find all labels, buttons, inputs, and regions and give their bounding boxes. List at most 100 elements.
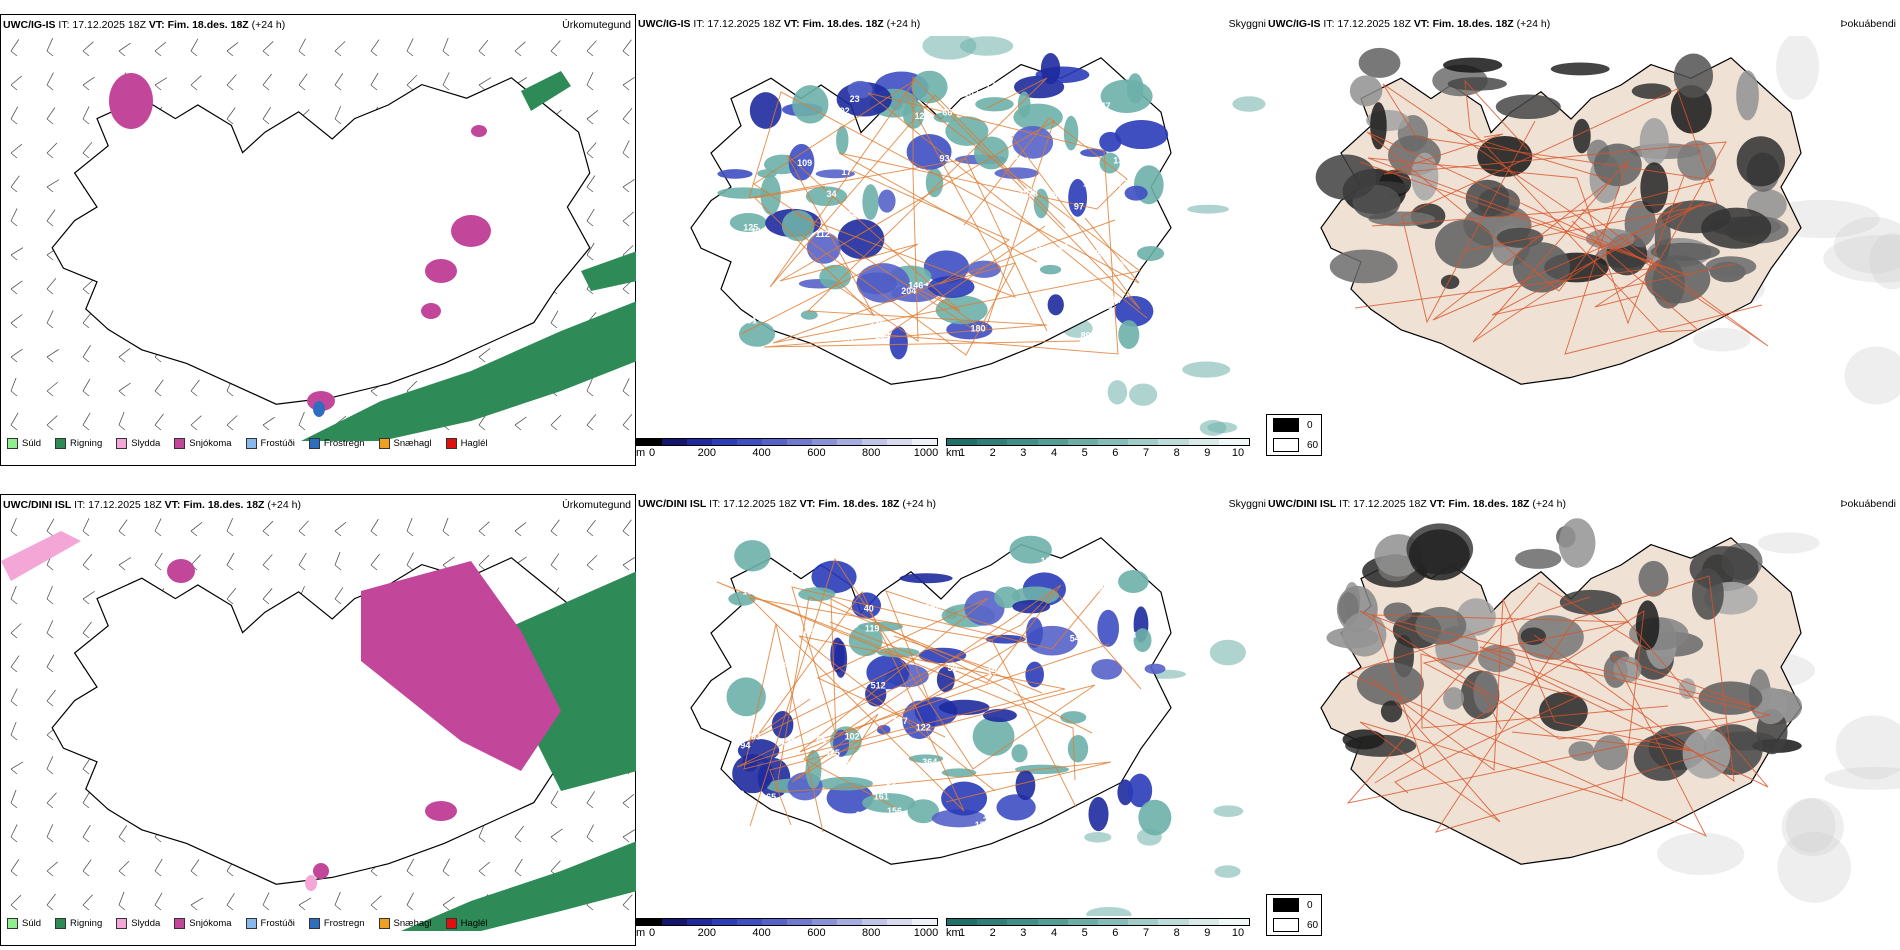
wind-barb xyxy=(46,654,55,673)
visibility-value: 102 xyxy=(964,89,979,99)
road xyxy=(772,91,1142,344)
visibility-patch xyxy=(1011,744,1028,763)
scale-segment xyxy=(977,919,1008,925)
visibility-value: 147 xyxy=(869,320,884,330)
wind-barb xyxy=(46,38,54,57)
fog-patch xyxy=(1558,518,1596,568)
wind-barb xyxy=(298,411,306,431)
wind-barb xyxy=(406,552,414,571)
legend-swatch xyxy=(55,438,67,449)
visibility-patch xyxy=(1091,659,1123,680)
precip-legend: Súld Rigning Slydda Snjókoma Frostúði Frostre… xyxy=(7,918,496,929)
scale-segment xyxy=(687,439,712,445)
wind-barb xyxy=(190,38,199,57)
wind-barb xyxy=(586,519,596,537)
wind-barb xyxy=(154,379,164,397)
road xyxy=(1359,602,1769,788)
panel-title: UWC/IG-IS IT: 17.12.2025 18Z VT: Fim. 18… xyxy=(638,18,921,30)
scale-segment xyxy=(887,919,912,925)
visibility-value: 102 xyxy=(1041,556,1056,566)
wind-barb xyxy=(10,721,18,741)
fog-patch xyxy=(1520,627,1546,646)
visibility-value: 102 xyxy=(845,731,860,741)
wind-barb xyxy=(10,859,20,877)
fog-patch xyxy=(922,36,977,60)
wind-barb xyxy=(586,208,595,227)
fog-patch xyxy=(1182,361,1231,378)
legend-label: Frostúði xyxy=(260,438,295,449)
visibility-value: 158 xyxy=(834,756,849,766)
fog-patch xyxy=(1408,529,1470,581)
road xyxy=(1382,83,1769,347)
road xyxy=(1434,575,1735,833)
fog-cloud xyxy=(1833,216,1900,274)
road xyxy=(1432,129,1736,321)
sleet-area xyxy=(305,875,317,891)
scale-labels: m 0 200 400 600 800 1000 xyxy=(636,926,938,940)
visibility-value: 93 xyxy=(940,154,950,164)
wind-barb xyxy=(514,522,527,537)
visibility-value: 110 xyxy=(877,755,892,765)
visibility-value: 40 xyxy=(883,760,893,770)
wind-barb xyxy=(190,379,200,397)
wind-barb xyxy=(622,211,634,227)
visibility-value: 131 xyxy=(1015,156,1030,166)
wind-barb xyxy=(478,861,491,877)
visibility-patch xyxy=(972,716,1015,757)
visibility-value: 126 xyxy=(781,736,796,746)
wind-barb xyxy=(82,757,92,775)
wind-barb xyxy=(46,415,58,431)
wind-barb xyxy=(550,790,559,809)
scale-segment xyxy=(1218,439,1250,445)
wind-barb xyxy=(10,247,24,261)
visibility-value: 86 xyxy=(810,695,820,705)
wind-barb xyxy=(46,209,56,227)
road xyxy=(1346,582,1771,804)
visibility-value: 127 xyxy=(740,287,755,297)
visibility-value: 95 xyxy=(1141,288,1151,298)
wind-barb xyxy=(46,585,54,605)
fog-patch xyxy=(1447,77,1507,91)
wind-barb xyxy=(46,518,55,537)
legend-item: Snæhagl xyxy=(378,918,432,929)
wind-barb xyxy=(622,178,635,193)
legend-item: Frostúði xyxy=(245,438,295,449)
fog-patch xyxy=(1572,118,1591,154)
scale-unit: m xyxy=(636,447,646,459)
fog-patch xyxy=(1677,140,1717,181)
wind-barb xyxy=(82,894,93,911)
visibility-value: 15 xyxy=(1034,244,1044,254)
visibility-patch xyxy=(1060,711,1087,724)
fog-patch xyxy=(1736,70,1759,121)
legend-label: Frostúði xyxy=(260,918,295,929)
scale-segment xyxy=(837,919,862,925)
fog-patch xyxy=(1568,741,1595,762)
visibility-patch xyxy=(1017,91,1031,118)
legend-swatch xyxy=(378,438,390,449)
precip-panel-row1: UWC/IG-IS IT: 17.12.2025 18Z VT: Fim. 18… xyxy=(0,14,637,466)
visibility-value: 204 xyxy=(901,286,916,296)
scale-tick-label: 600 xyxy=(807,927,826,939)
scale-tick-label: 5 xyxy=(1081,447,1088,459)
scale-tick-label: 0 xyxy=(648,447,656,459)
visibility-value: 66 xyxy=(942,108,952,118)
wind-barb xyxy=(82,412,91,431)
panel-product-title: Þokuábendi xyxy=(1840,18,1896,30)
visibility-patch xyxy=(734,540,771,572)
wind-barb xyxy=(190,522,203,537)
legend-label: Súld xyxy=(22,438,42,449)
wind-barb xyxy=(226,42,239,57)
wind-barb xyxy=(442,37,450,57)
wind-barb xyxy=(370,72,379,91)
wind-barb xyxy=(586,791,596,809)
scale-tick-label: 200 xyxy=(697,927,716,939)
visibility-patch xyxy=(902,99,925,129)
rain-area xyxy=(581,251,637,291)
wind-barb xyxy=(46,756,54,775)
fog-legend-label: 0 xyxy=(1307,899,1313,911)
visibility-value: 152 xyxy=(975,820,990,830)
visibility-value: 512 xyxy=(871,680,886,690)
road xyxy=(1359,610,1645,823)
scale-segment xyxy=(1007,439,1038,445)
visibility-patch xyxy=(946,319,993,340)
